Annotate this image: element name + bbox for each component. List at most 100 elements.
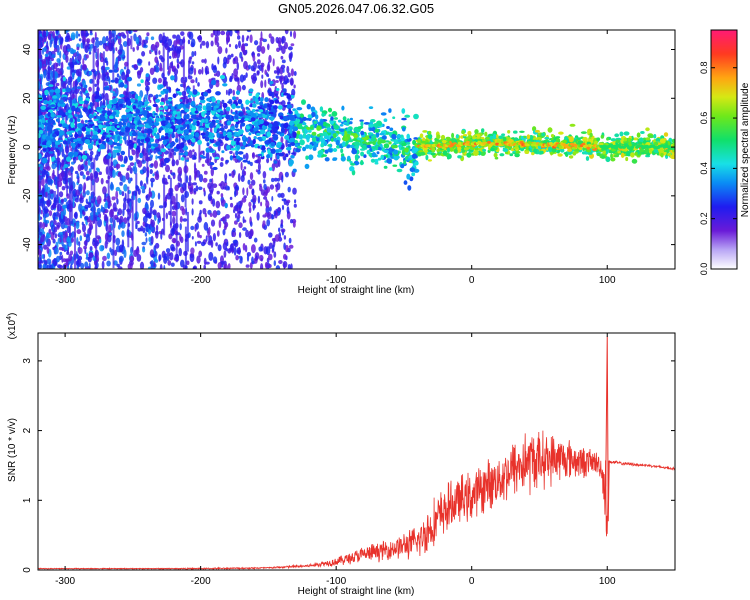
heatmap-ridge-cell bbox=[133, 143, 137, 149]
heatmap-ridge-cell bbox=[93, 112, 97, 117]
heatmap-ridge-cell bbox=[236, 90, 240, 96]
heatmap-speckle bbox=[245, 72, 248, 78]
heatmap-speckle bbox=[217, 262, 222, 269]
heatmap-ridge-cell bbox=[269, 80, 274, 85]
heatmap-ridge-cell bbox=[526, 134, 531, 140]
heatmap-speckle bbox=[254, 40, 259, 46]
heatmap-speckle bbox=[236, 62, 239, 71]
heatmap-speckle bbox=[159, 264, 163, 269]
heatmap-speckle bbox=[137, 197, 142, 204]
heatmap-speckle bbox=[147, 266, 152, 269]
heatmap-speckle bbox=[97, 168, 100, 173]
heatmap-ridge-cell bbox=[78, 140, 84, 145]
heatmap-speckle bbox=[238, 232, 242, 238]
heatmap-speckle bbox=[108, 224, 112, 234]
heatmap-speckle bbox=[125, 172, 130, 181]
heatmap-ridge-cell bbox=[315, 114, 319, 120]
heatmap-ridge-cell bbox=[81, 154, 88, 160]
heatmap-ridge-cell bbox=[374, 158, 379, 163]
heatmap-ridge-cell bbox=[224, 202, 228, 209]
heatmap-ridge-cell bbox=[494, 156, 499, 160]
heatmap-speckle bbox=[115, 47, 118, 52]
heatmap-speckle bbox=[171, 210, 177, 217]
heatmap-speckle bbox=[43, 216, 46, 224]
heatmap-ridge-cell bbox=[159, 126, 164, 131]
heatmap-speckle bbox=[102, 36, 107, 45]
heatmap-ridge-cell bbox=[299, 139, 305, 146]
heatmap-speckle bbox=[39, 63, 42, 71]
heatmap-speckle bbox=[115, 163, 121, 169]
heatmap-speckle bbox=[100, 52, 104, 59]
heatmap-ridge-cell bbox=[296, 113, 301, 117]
heatmap-speckle bbox=[170, 262, 175, 267]
heatmap-speckle bbox=[47, 193, 51, 200]
heatmap-ridge-cell bbox=[220, 124, 224, 127]
heatmap-ridge-cell bbox=[404, 114, 411, 118]
heatmap-speckle bbox=[152, 173, 155, 177]
heatmap-speckle bbox=[59, 36, 64, 45]
heatmap-speckle bbox=[104, 192, 107, 202]
heatmap-speckle bbox=[79, 145, 83, 151]
heatmap-speckle bbox=[137, 160, 143, 168]
heatmap-ridge-cell bbox=[286, 104, 292, 110]
heatmap-speckle bbox=[40, 209, 43, 215]
heatmap-speckle bbox=[288, 149, 291, 155]
heatmap-ridge-cell bbox=[134, 125, 139, 131]
heatmap-ridge-cell bbox=[41, 144, 47, 148]
heatmap-ridge-cell bbox=[245, 99, 250, 105]
heatmap-speckle bbox=[58, 264, 64, 269]
heatmap-ridge-cell bbox=[317, 150, 323, 156]
heatmap-speckle bbox=[98, 40, 103, 46]
heatmap-speckle bbox=[182, 218, 188, 222]
heatmap-ridge-cell bbox=[320, 143, 325, 148]
heatmap-ridge-cell bbox=[557, 153, 563, 157]
heatmap-speckle bbox=[123, 155, 128, 164]
heatmap-speckle bbox=[222, 229, 226, 236]
heatmap-speckle bbox=[239, 142, 243, 148]
heatmap-ridge-cell bbox=[115, 130, 119, 135]
heatmap-ridge-cell bbox=[238, 111, 244, 117]
heatmap-speckle bbox=[86, 175, 91, 181]
heatmap-ridge-cell bbox=[184, 151, 189, 156]
heatmap-speckle bbox=[258, 246, 263, 252]
heatmap-speckle bbox=[121, 175, 126, 183]
heatmap-speckle bbox=[43, 30, 46, 39]
heatmap-speckle bbox=[60, 210, 64, 220]
heatmap-ridge-cell bbox=[632, 137, 639, 141]
heatmap-ridge-cell bbox=[168, 98, 172, 102]
heatmap-speckle bbox=[223, 124, 228, 130]
heatmap-ridge-cell bbox=[339, 124, 344, 127]
heatmap-ridge-cell bbox=[460, 135, 464, 139]
heatmap-speckle bbox=[82, 58, 85, 66]
heatmap-speckle bbox=[149, 206, 153, 215]
heatmap-ridge-cell bbox=[62, 96, 67, 100]
heatmap-ridge-cell bbox=[97, 120, 103, 124]
heatmap-ridge-cell bbox=[342, 116, 347, 121]
heatmap-ridge-cell bbox=[77, 130, 82, 135]
heatmap-speckle bbox=[257, 65, 260, 69]
heatmap-speckle bbox=[256, 70, 260, 76]
heatmap-speckle bbox=[234, 212, 238, 219]
heatmap-speckle bbox=[95, 39, 100, 48]
heatmap-speckle bbox=[100, 204, 103, 212]
heatmap-speckle bbox=[75, 189, 81, 197]
heatmap-ridge-cell bbox=[467, 130, 472, 136]
heatmap-speckle bbox=[75, 30, 79, 39]
heatmap-speckle bbox=[267, 43, 270, 51]
heatmap-ridge-cell bbox=[645, 127, 650, 132]
heatmap-speckle bbox=[190, 247, 195, 255]
heatmap-ridge-cell bbox=[217, 128, 220, 132]
heatmap-ridge-cell bbox=[81, 137, 86, 142]
heatmap-speckle bbox=[155, 155, 158, 160]
heatmap-ridge-cell bbox=[389, 152, 393, 156]
heatmap-ridge-cell bbox=[253, 127, 259, 132]
heatmap-ridge-cell bbox=[474, 129, 479, 135]
heatmap-speckle bbox=[237, 35, 241, 40]
heatmap-ridge-cell bbox=[228, 137, 234, 141]
heatmap-ridge-cell bbox=[250, 144, 255, 148]
heatmap-speckle bbox=[265, 200, 270, 208]
heatmap-ridge-cell bbox=[311, 131, 317, 136]
heatmap-speckle bbox=[144, 94, 148, 100]
heatmap-speckle bbox=[234, 77, 240, 82]
chart-title: GN05.2026.047.06.32.G05 bbox=[278, 1, 434, 16]
